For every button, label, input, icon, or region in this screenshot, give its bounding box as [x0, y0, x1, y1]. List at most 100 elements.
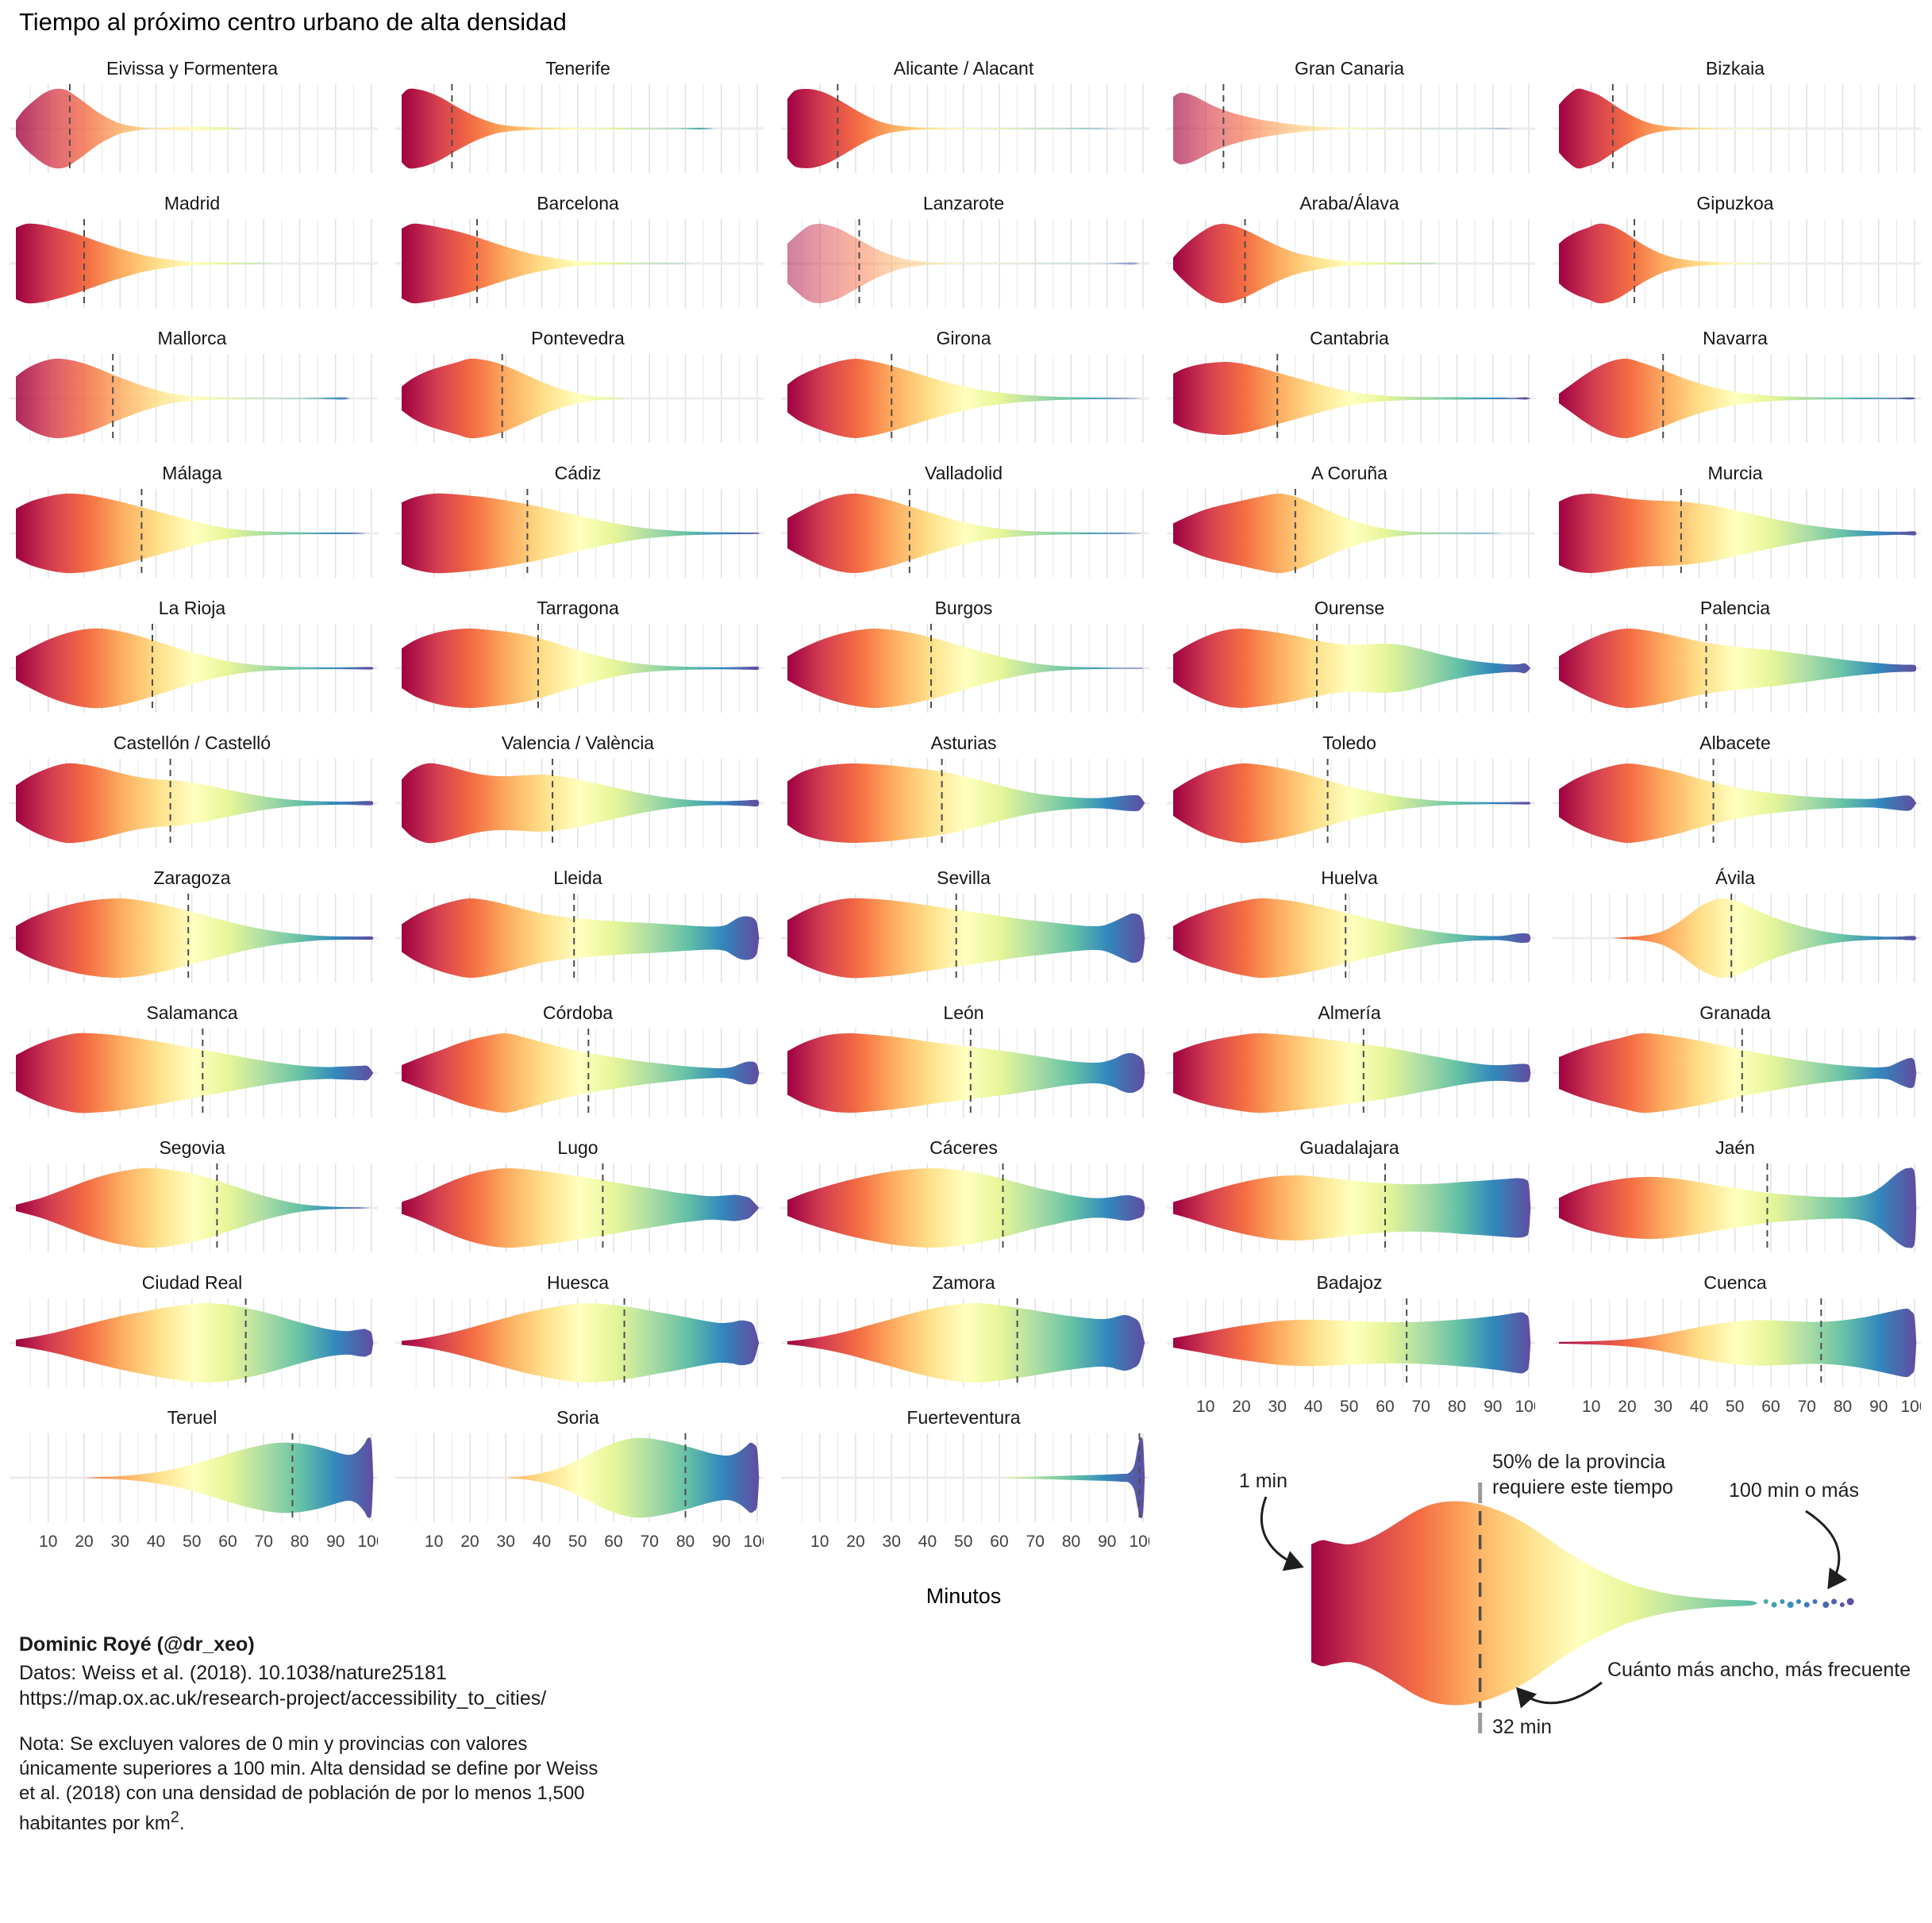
violin-plot	[10, 354, 379, 443]
legend-outlier-dot	[1839, 1602, 1845, 1607]
x-axis-tick-label: 30	[1268, 1398, 1287, 1416]
violin-shape	[1559, 628, 1917, 709]
facet-title: Ciudad Real	[141, 1272, 243, 1293]
facet-title: Tenerife	[545, 58, 610, 79]
caption-url: https://map.ox.ac.uk/research-project/ac…	[19, 1687, 547, 1710]
violin-plot	[10, 1163, 379, 1252]
facet-title: Albacete	[1699, 733, 1771, 753]
violin-plot	[781, 624, 1151, 713]
facet-title: Girona	[936, 328, 991, 348]
facet-ciudad-real: Ciudad Real	[6, 1270, 379, 1393]
facet-title: Gran Canaria	[1294, 58, 1405, 79]
facet-title: A Coruña	[1311, 463, 1387, 483]
x-axis-tick-label: 10	[1196, 1398, 1214, 1416]
violin-shape	[787, 628, 1145, 709]
violin-shape	[1173, 493, 1504, 574]
violin-plot	[10, 1298, 379, 1387]
facet-navarra: Navarra	[1549, 325, 1922, 448]
violin-plot	[781, 354, 1151, 443]
facet-le-n: León	[778, 1000, 1151, 1123]
facet-almer-a: Almería	[1164, 1000, 1537, 1123]
violin-shape	[402, 493, 760, 574]
facet-title: Segovia	[159, 1137, 225, 1158]
facet-alicante-alacant: Alicante / Alacant	[778, 56, 1151, 179]
facet-title: Salamanca	[146, 1002, 238, 1023]
violin-shape	[16, 88, 246, 169]
violin-shape	[999, 1436, 1145, 1519]
facet-title: Málaga	[162, 463, 222, 483]
violin-plot	[1553, 354, 1922, 443]
facet-title: Huelva	[1321, 867, 1378, 888]
x-axis-tick-label: 90	[712, 1533, 730, 1551]
x-axis-tick-label: 100	[1514, 1398, 1535, 1416]
violin-plot	[395, 624, 765, 713]
facet-segovia: Segovia	[6, 1135, 379, 1258]
violin-plot	[781, 1029, 1151, 1117]
legend-outlier-dot	[1803, 1602, 1810, 1608]
facet-title: Bizkaia	[1705, 58, 1765, 79]
violin-plot	[395, 1298, 765, 1387]
facet-vila: Ávila	[1549, 865, 1922, 988]
violin-plot	[1553, 894, 1922, 983]
violin-shape	[787, 763, 1145, 843]
caption-author: Dominic Royé (@dr_xeo)	[19, 1633, 255, 1656]
legend-diagram: 1 min 50% de la provincia requiere este ti…	[1103, 1435, 1932, 1832]
facet-araba-lava: Araba/Álava	[1164, 190, 1537, 313]
violin-plot	[781, 219, 1151, 308]
violin-plot	[1167, 624, 1537, 713]
facet-huelva: Huelva	[1164, 865, 1537, 988]
caption-note: Nota: Se excluyen valores de 0 min y pro…	[19, 1732, 598, 1836]
facet-eivissa-y-formentera: Eivissa y Formentera	[6, 56, 379, 179]
violin-shape	[1559, 358, 1917, 439]
x-axis-tick-label: 80	[1834, 1398, 1852, 1416]
violin-plot	[1553, 84, 1922, 173]
violin-plot	[395, 1029, 765, 1117]
facet-bizkaia: Bizkaia	[1549, 56, 1922, 179]
facet-title: Barcelona	[537, 193, 619, 213]
facet-madrid: Madrid	[6, 190, 379, 313]
facet-guadalajara: Guadalajara	[1164, 1135, 1537, 1258]
violin-plot	[1553, 489, 1922, 578]
violin-shape	[16, 1033, 374, 1113]
facet-salamanca: Salamanca	[6, 1000, 379, 1123]
caption-note-lastline: habitantes por km2.	[19, 1809, 185, 1834]
caption-source: Datos: Weiss et al. (2018). 10.1038/natu…	[19, 1662, 447, 1684]
x-axis-tick-label: 20	[1618, 1398, 1636, 1416]
facet-soria: Soria 10 20 30 40 50 60 70 80 90 100	[392, 1405, 772, 1559]
violin-shape	[16, 493, 368, 574]
violin-shape	[1559, 1308, 1917, 1378]
facet-ja-n: Jaén	[1549, 1135, 1922, 1258]
facet-title: Ourense	[1314, 598, 1385, 618]
x-axis-tick-label: 60	[1376, 1398, 1394, 1416]
facet-title: Palencia	[1699, 598, 1771, 618]
violin-plot	[10, 84, 379, 173]
violin-plot	[395, 759, 765, 848]
legend-label-1min: 1 min	[1239, 1470, 1287, 1492]
facet-title: Soria	[556, 1407, 599, 1428]
violin-shape	[787, 224, 1140, 303]
facet-murcia: Murcia	[1549, 460, 1922, 583]
facet-title: Gipuzkoa	[1696, 193, 1774, 213]
facet-title: Mallorca	[157, 328, 227, 348]
x-axis-tick-label: 60	[218, 1533, 237, 1551]
violin-plot	[1167, 1029, 1537, 1117]
violin-shape	[402, 763, 760, 844]
facet-tarragona: Tarragona	[392, 595, 765, 718]
violin-plot	[1167, 894, 1537, 983]
x-axis-tick-label: 20	[1232, 1398, 1250, 1416]
x-axis-tick-label: 30	[1654, 1398, 1672, 1416]
violin-plot	[781, 1298, 1151, 1387]
violin-plot	[395, 354, 765, 443]
x-axis-ticks: 10 20 30 40 50 60 70 80 90 100	[1196, 1398, 1542, 1416]
x-axis-tick-label: 40	[533, 1533, 551, 1551]
legend-arrow-1min	[1260, 1496, 1304, 1571]
facet-c-ceres: Cáceres	[778, 1135, 1151, 1258]
violin-plot	[1553, 759, 1922, 848]
violin-shape	[16, 1302, 374, 1383]
violin-shape	[787, 359, 1143, 438]
facet-title: Almería	[1318, 1002, 1381, 1023]
violin-plot	[395, 84, 765, 173]
violin-shape	[402, 898, 760, 979]
x-axis-tick-label: 100	[743, 1533, 764, 1551]
x-axis-tick-label: 10	[425, 1533, 443, 1551]
